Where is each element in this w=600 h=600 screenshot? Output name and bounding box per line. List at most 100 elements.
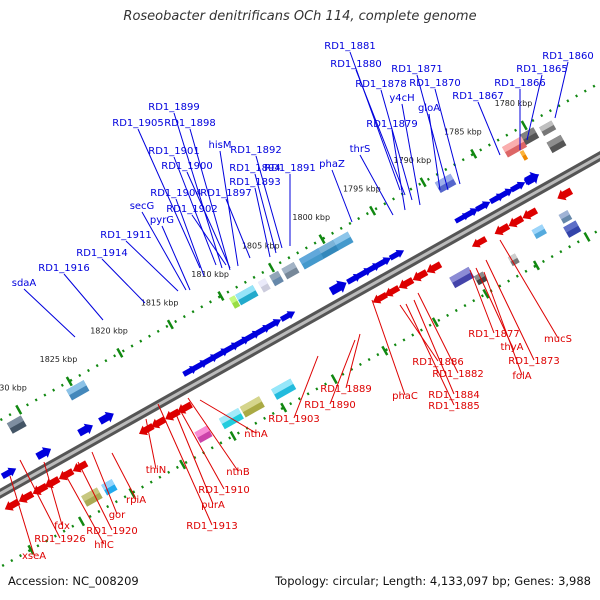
forward-gene-arrow <box>77 423 93 437</box>
gene-label: RD1_1885 <box>428 401 479 412</box>
feature-domain-box-shade <box>546 134 564 148</box>
feature-domain-box-shade <box>281 262 297 275</box>
feature-domain-box-shade <box>271 378 294 395</box>
gene-leader-line <box>371 299 406 396</box>
gene-leader-line <box>293 355 319 419</box>
feature-domain-box-shade <box>269 270 281 281</box>
forward-gene-arrow <box>524 171 539 186</box>
gene-label: RD1_1870 <box>409 78 460 89</box>
gene-label: RD1_1897 <box>200 188 251 199</box>
gene-label: RD1_1890 <box>304 400 355 411</box>
gene-leader-line <box>199 399 257 434</box>
scale-tick <box>381 345 389 356</box>
gene-label: RD1_1866 <box>494 78 545 89</box>
feature-domain-box-shade <box>229 295 238 304</box>
feature-domain-box <box>281 262 300 280</box>
feature-domain-box <box>502 136 528 158</box>
scale-label: 1825 kbp <box>40 355 78 364</box>
gene-leader-line <box>125 240 179 292</box>
gene-label: purA <box>201 500 225 511</box>
gene-label: RD1_1881 <box>324 41 375 52</box>
feature-domain-box-shade <box>194 425 210 438</box>
gene-label: thiN <box>146 465 167 476</box>
gene-label: RD1_1913 <box>186 521 237 532</box>
gene-label: RD1_1900 <box>161 161 212 172</box>
feature-domain-box <box>558 210 573 224</box>
gene-leader-line <box>173 156 217 266</box>
gene-label: secG <box>130 201 155 212</box>
forward-gene-arrow <box>346 273 362 285</box>
gene-leader-line <box>499 239 559 339</box>
gene-label: xseA <box>22 551 46 562</box>
feature-domain-box <box>449 266 475 289</box>
scale-tick <box>470 148 478 159</box>
gene-label: RD1_1879 <box>366 119 417 130</box>
reverse-gene-arrow <box>508 215 525 228</box>
accession-text: Accession: NC_008209 <box>8 574 139 588</box>
gene-leader-line <box>219 150 239 267</box>
scale-label: 1805 kbp <box>242 241 280 250</box>
gene-label: RD1_1905 <box>112 118 163 129</box>
feature-domain-box-shade <box>235 285 256 301</box>
gene-leader-line <box>179 409 225 490</box>
forward-gene-arrow <box>454 213 470 224</box>
gene-leader-line <box>111 452 137 500</box>
reverse-gene-arrow <box>372 292 389 304</box>
gene-leader-line <box>413 299 455 395</box>
feature-domain-box-shade <box>257 278 268 288</box>
gene-label: RD1_1899 <box>148 102 199 113</box>
gene-leader-line <box>434 88 461 185</box>
gene-label: RD1_1916 <box>38 263 89 274</box>
scale-tick <box>419 177 427 188</box>
scale-label: 1800 kbp <box>292 213 330 222</box>
forward-gene-arrow <box>509 181 526 193</box>
feature-domain-box <box>539 120 557 137</box>
feature-domain-box <box>531 224 547 239</box>
gene-leader-line <box>77 461 113 531</box>
gene-label: RD1_1867 <box>452 91 503 102</box>
gene-leader-line <box>63 273 104 321</box>
gene-label: RD1_1920 <box>86 526 137 537</box>
reverse-gene-arrow <box>165 408 181 421</box>
gene-leader-line <box>428 113 441 191</box>
gene-leader-line <box>483 271 523 376</box>
gene-label: RD1_1911 <box>100 230 151 241</box>
scale-tick <box>229 431 237 441</box>
forward-gene-arrow <box>35 447 52 460</box>
gene-leader-line <box>23 288 76 338</box>
reverse-gene-arrow <box>522 207 539 220</box>
scale-tick <box>583 231 591 242</box>
feature-domain-box-shade <box>519 127 537 141</box>
scale-tick <box>330 374 338 385</box>
scale-label: 1815 kbp <box>141 298 179 307</box>
scale-tick <box>532 260 540 271</box>
gene-leader-line <box>401 103 421 206</box>
feature-domain-box-shade <box>558 210 570 220</box>
gene-label: RD1_1882 <box>432 369 483 380</box>
scale-tick <box>267 262 276 273</box>
gene-leader-line <box>137 128 201 269</box>
gene-label: hflC <box>94 540 114 551</box>
scale-tick <box>318 234 326 245</box>
reverse-gene-arrow <box>471 236 488 248</box>
feature-domain-box <box>271 378 297 400</box>
gene-label: sdaA <box>12 278 37 289</box>
gene-leader-line <box>331 169 353 223</box>
scale-tick <box>369 205 377 216</box>
gene-leader-line <box>91 451 118 515</box>
forward-gene-arrow <box>182 366 198 377</box>
scale-track-reverse <box>0 228 600 569</box>
reverse-gene-arrow <box>398 277 415 290</box>
reverse-gene-arrow <box>177 401 193 414</box>
gene-leader-line <box>477 101 501 156</box>
feature-domain-box-shade <box>563 220 579 233</box>
gene-label: nthB <box>226 467 250 478</box>
feature-domain-box-shade <box>531 224 545 235</box>
gene-leader-line <box>141 211 187 291</box>
feature-domain-box <box>519 150 529 161</box>
scale-label: 1785 kbp <box>444 128 482 137</box>
gene-label: RD1_1892 <box>230 145 281 156</box>
gene-leader-line <box>405 303 455 406</box>
